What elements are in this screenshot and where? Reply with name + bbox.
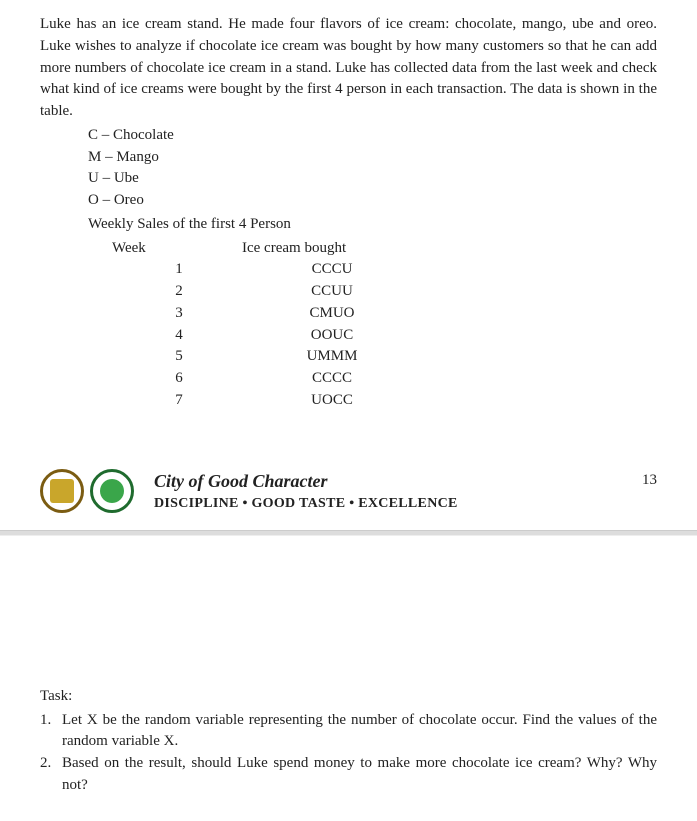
cell-week: 6 bbox=[159, 368, 199, 390]
legend-chocolate: C – Chocolate bbox=[88, 125, 657, 147]
page-gap bbox=[0, 536, 697, 676]
page-number: 13 bbox=[642, 470, 657, 492]
task-num: 1. bbox=[40, 710, 54, 732]
legend-mango: M – Mango bbox=[88, 147, 657, 169]
page-top: Luke has an ice cream stand. He made fou… bbox=[0, 0, 697, 430]
motto-script: City of Good Character bbox=[154, 468, 642, 494]
cell-week: 1 bbox=[159, 259, 199, 281]
task-item-1: 1. Let X be the random variable represent… bbox=[40, 710, 657, 754]
cell-week: 3 bbox=[159, 303, 199, 325]
legend-oreo: O – Oreo bbox=[88, 190, 657, 212]
cell-week: 4 bbox=[159, 325, 199, 347]
sales-table: Week Ice cream bought 1 CCCU 2 CCUU 3 CM… bbox=[112, 238, 657, 412]
cell-ice: CMUO bbox=[242, 303, 422, 325]
cell-ice: CCCC bbox=[242, 368, 422, 390]
city-seal-2-icon bbox=[90, 469, 134, 513]
task-text: Let X be the random variable representin… bbox=[62, 712, 657, 750]
cell-ice: CCUU bbox=[242, 281, 422, 303]
table-row: 5 UMMM bbox=[112, 346, 657, 368]
table-row: 4 OOUC bbox=[112, 325, 657, 347]
footer-text: City of Good Character DISCIPLINE • GOOD… bbox=[154, 468, 642, 514]
cell-week: 5 bbox=[159, 346, 199, 368]
cell-ice: OOUC bbox=[242, 325, 422, 347]
task-title: Task: bbox=[40, 686, 657, 708]
intro-paragraph: Luke has an ice cream stand. He made fou… bbox=[40, 14, 657, 123]
header-week: Week bbox=[112, 238, 242, 260]
page-bottom: Task: 1. Let X be the random variable rep… bbox=[0, 676, 697, 821]
header-ice: Ice cream bought bbox=[242, 238, 422, 260]
cell-week: 7 bbox=[159, 390, 199, 412]
cell-week: 2 bbox=[159, 281, 199, 303]
city-seal-inner-icon bbox=[50, 479, 74, 503]
task-text: Based on the result, should Luke spend m… bbox=[62, 755, 657, 793]
city-seal-2-inner-icon bbox=[100, 479, 124, 503]
cell-ice: UMMM bbox=[242, 346, 422, 368]
table-row: 2 CCUU bbox=[112, 281, 657, 303]
table-row: 7 UOCC bbox=[112, 390, 657, 412]
table-subtitle: Weekly Sales of the first 4 Person bbox=[88, 214, 657, 236]
city-seal-icon bbox=[40, 469, 84, 513]
task-item-2: 2. Based on the result, should Luke spend… bbox=[40, 753, 657, 797]
legend-ube: U – Ube bbox=[88, 168, 657, 190]
table-row: 6 CCCC bbox=[112, 368, 657, 390]
cell-ice: UOCC bbox=[242, 390, 422, 412]
motto-sub: DISCIPLINE • GOOD TASTE • EXCELLENCE bbox=[154, 494, 642, 514]
cell-ice: CCCU bbox=[242, 259, 422, 281]
page-footer: City of Good Character DISCIPLINE • GOOD… bbox=[0, 430, 697, 530]
table-header: Week Ice cream bought bbox=[112, 238, 657, 260]
task-num: 2. bbox=[40, 753, 54, 775]
legend-block: C – Chocolate M – Mango U – Ube O – Oreo bbox=[88, 125, 657, 212]
table-row: 3 CMUO bbox=[112, 303, 657, 325]
table-row: 1 CCCU bbox=[112, 259, 657, 281]
